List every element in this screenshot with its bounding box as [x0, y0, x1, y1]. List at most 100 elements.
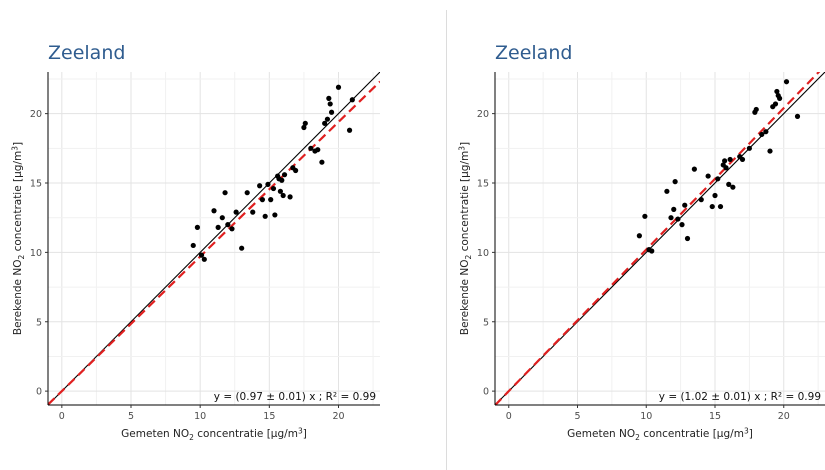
data-point	[201, 256, 207, 262]
grid	[495, 72, 825, 405]
chart-title: Zeeland	[495, 42, 573, 64]
data-point	[759, 131, 765, 138]
scatter-plot-left: 0 5 10 15 20 0 5 10 15 20 Gemeten NO2 concentratie…	[11, 72, 380, 443]
data-point	[270, 185, 277, 192]
data-point	[636, 233, 642, 239]
y-axis-label: Berekende NO2 concentratie [µg/m3]	[11, 142, 27, 335]
data-point	[335, 84, 342, 90]
data-point	[250, 209, 256, 215]
data-point	[753, 106, 759, 113]
chart-title: Zeeland	[48, 42, 126, 64]
data-point	[257, 183, 263, 189]
fit-equation: y = (0.97 ± 0.01) x ; R² = 0.99	[214, 391, 376, 403]
grid	[48, 72, 380, 405]
x-tick-label: 15	[263, 411, 275, 422]
data-point	[222, 190, 228, 196]
data-point	[675, 216, 681, 222]
data-point	[293, 167, 299, 174]
data-point	[682, 202, 688, 208]
data-point	[664, 188, 670, 194]
data-point	[717, 203, 724, 210]
data-point	[705, 173, 711, 179]
data-point	[691, 166, 697, 172]
data-point	[315, 147, 321, 153]
data-point	[281, 172, 288, 178]
data-point	[244, 190, 250, 196]
data-point	[722, 158, 728, 164]
x-axis-label: Gemeten NO2 concentratie [µg/m3]	[567, 427, 753, 443]
data-point	[326, 95, 332, 101]
y-tick-label: 0	[36, 387, 42, 398]
y-tick-label: 10	[477, 248, 489, 259]
data-point	[277, 188, 283, 194]
data-point	[726, 181, 732, 187]
x-tick-label: 20	[332, 411, 344, 422]
panel-divider	[446, 10, 447, 470]
data-point	[194, 224, 200, 230]
scatter-plot-right: 0 5 10 15 20 0 5 10 15 20 Gemeten NO2 concentratie…	[458, 72, 825, 443]
data-point	[723, 165, 729, 171]
x-tick-label: 20	[778, 411, 790, 422]
data-point	[259, 197, 266, 203]
data-point	[302, 120, 308, 126]
data-point	[349, 97, 355, 103]
data-point	[324, 116, 331, 122]
data-point	[715, 176, 721, 182]
data-points	[190, 84, 355, 262]
data-point	[319, 159, 325, 165]
data-point	[279, 177, 285, 183]
data-point	[272, 212, 278, 218]
y-tick-label: 0	[483, 387, 489, 398]
data-point	[642, 213, 648, 219]
data-point	[767, 148, 773, 154]
data-point	[712, 192, 718, 199]
data-point	[783, 79, 790, 85]
data-point	[268, 197, 274, 203]
data-point	[327, 101, 333, 107]
data-point	[739, 156, 746, 163]
x-tick-label: 10	[194, 411, 206, 422]
data-point	[668, 215, 674, 221]
y-tick-label: 10	[30, 248, 42, 259]
data-point	[225, 222, 231, 228]
y-tick-label: 15	[477, 179, 489, 190]
fit-equation: y = (1.02 ± 0.01) x ; R² = 0.99	[659, 391, 821, 403]
chart-panel-right: Zeeland 0 5 10 15 20 0 5 10 15 20 Gemeten NO2 conc…	[447, 0, 825, 470]
data-point	[215, 224, 221, 230]
data-point	[730, 184, 736, 190]
data-point	[649, 248, 655, 254]
data-point	[287, 194, 293, 200]
x-axis-label: Gemeten NO2 concentratie [µg/m3]	[121, 427, 307, 443]
data-point	[746, 145, 752, 151]
data-point	[262, 213, 268, 219]
y-tick-label: 5	[483, 317, 489, 328]
chart-panel-left: Zeeland 0 5 10 15 20 0 5 10 15 20 Gemeten NO2 conc…	[0, 0, 412, 470]
data-point	[198, 252, 205, 258]
data-point	[777, 95, 783, 101]
x-tick-label: 5	[128, 411, 134, 422]
fit-line	[48, 80, 380, 405]
data-point	[229, 226, 235, 232]
data-point	[301, 124, 307, 131]
x-tick-label: 0	[506, 411, 512, 422]
x-tick-label: 0	[59, 411, 65, 422]
y-tick-label: 20	[477, 109, 489, 120]
data-point	[774, 88, 780, 95]
data-point	[709, 203, 715, 210]
data-point	[308, 145, 314, 151]
data-point	[190, 242, 196, 249]
x-tick-label: 10	[640, 411, 652, 422]
data-points	[636, 79, 801, 254]
data-point	[328, 109, 335, 115]
data-point	[233, 209, 239, 215]
y-axis-label: Berekende NO2 concentratie [µg/m3]	[458, 142, 474, 335]
data-point	[727, 156, 733, 163]
fit-line	[495, 72, 821, 405]
data-point	[219, 215, 225, 221]
y-tick-label: 5	[36, 317, 42, 328]
data-point	[239, 245, 245, 251]
data-point	[763, 129, 769, 135]
x-tick-label: 5	[574, 411, 580, 422]
data-point	[671, 206, 677, 212]
data-point	[772, 101, 779, 107]
